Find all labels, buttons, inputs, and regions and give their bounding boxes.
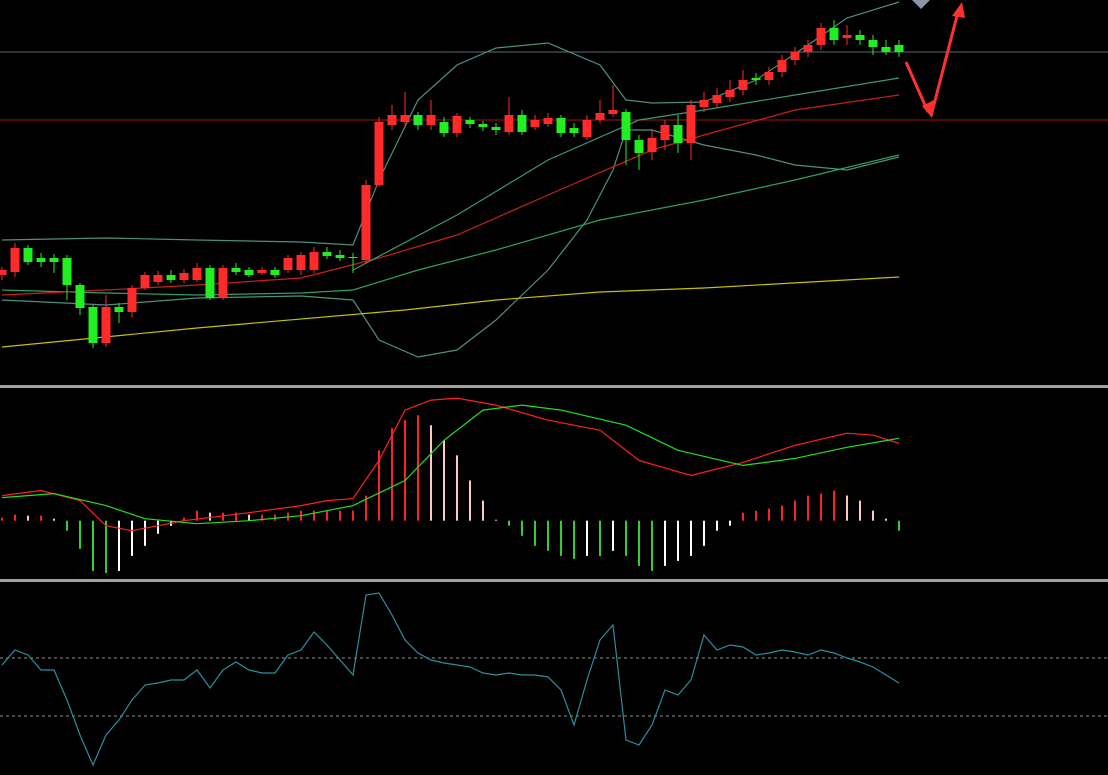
series-line	[352, 77, 900, 271]
candle-body	[582, 120, 592, 137]
candle-body	[738, 80, 748, 90]
candle-body	[764, 72, 774, 80]
candle-body	[114, 307, 124, 312]
candle-body	[374, 122, 384, 185]
series-line	[1, 154, 900, 296]
candle-body	[387, 115, 397, 125]
series-line	[1, 129, 900, 358]
candle-body	[101, 307, 111, 343]
candle-body	[491, 127, 501, 130]
candle-body	[881, 47, 891, 52]
series-line	[1, 592, 900, 767]
candle-body	[621, 112, 631, 140]
candle-body	[426, 115, 436, 125]
candle-body	[608, 110, 618, 114]
candle-body	[595, 113, 605, 120]
candle-body	[894, 45, 904, 52]
candle-body	[231, 268, 241, 272]
candle-body	[23, 248, 33, 262]
candle-body	[439, 122, 449, 133]
candle-body	[569, 128, 579, 133]
candle-body	[153, 275, 163, 282]
arrows	[904, 2, 965, 118]
candle-body	[244, 270, 254, 275]
candle-body	[751, 78, 761, 80]
candle-body	[140, 275, 150, 288]
candle-body	[257, 270, 267, 273]
arrow-down	[904, 61, 930, 113]
candle-body	[205, 268, 215, 298]
series-line	[1, 404, 900, 525]
candle-body	[413, 115, 423, 125]
candle-body	[660, 125, 670, 140]
candle-body	[725, 90, 735, 97]
candle-body	[673, 125, 683, 143]
candle-body	[686, 105, 696, 143]
candle-body	[842, 35, 852, 38]
candle-body	[296, 255, 306, 270]
arrow-head	[952, 2, 965, 18]
candle-body	[270, 270, 280, 275]
candle-body	[49, 258, 59, 262]
candle-body	[179, 273, 189, 280]
candle-body	[309, 252, 319, 270]
candle-body	[400, 115, 410, 122]
candle-body	[647, 138, 657, 152]
candle-body	[335, 255, 345, 258]
candle-body	[517, 115, 527, 132]
candle-body	[634, 140, 644, 153]
candle-body	[868, 40, 878, 47]
candle-body	[166, 275, 176, 280]
candle-body	[803, 45, 813, 52]
candle-body	[348, 257, 358, 258]
series-line	[1, 397, 900, 532]
candle-body	[283, 258, 293, 270]
candle-body	[699, 100, 709, 107]
candle-body	[218, 268, 228, 298]
candle-body	[777, 60, 787, 72]
candle-body	[712, 95, 722, 103]
candle-body	[10, 248, 20, 272]
candle-body	[192, 268, 202, 280]
panel-separator	[0, 385, 1108, 388]
candle-body	[322, 252, 332, 256]
series-line	[1, 276, 900, 348]
candle-body	[478, 124, 488, 127]
candle-body	[829, 28, 839, 40]
candle-body	[0, 270, 7, 275]
candle-body	[88, 307, 98, 343]
candle-body	[452, 116, 462, 133]
candle-body	[36, 258, 46, 262]
candle-body	[556, 118, 566, 133]
candle-body	[127, 288, 137, 312]
arrow-up	[929, 11, 960, 117]
panel-separator	[0, 579, 1108, 582]
candle-body	[75, 285, 85, 308]
candle-body	[790, 52, 800, 60]
candle-body	[361, 185, 371, 260]
candle-body	[465, 120, 475, 124]
candle-body	[62, 258, 72, 285]
candle-body	[504, 115, 514, 132]
marker-triangle	[912, 0, 930, 9]
candle-body	[530, 120, 540, 127]
candle-body	[543, 118, 553, 124]
series-line	[1, 94, 900, 296]
candle-body	[816, 28, 826, 45]
candle-body	[855, 35, 865, 40]
